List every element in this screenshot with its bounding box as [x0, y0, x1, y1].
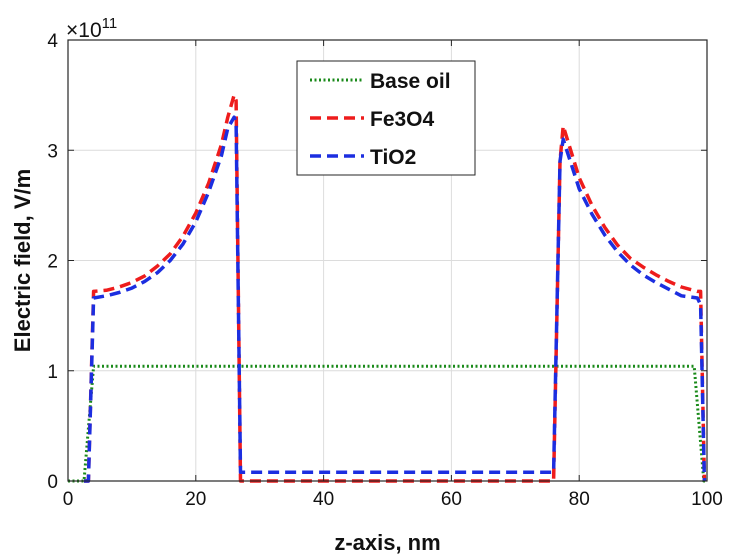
y-axis-multiplier: ×1011 — [66, 15, 117, 42]
legend-box — [296, 60, 476, 176]
x-tick-label: 40 — [313, 489, 334, 510]
y-tick-label: 1 — [47, 362, 58, 383]
x-tick-label: 0 — [63, 489, 74, 510]
x-tick-label: 20 — [185, 489, 206, 510]
y-tick-labels: 0 1 2 3 4 — [47, 31, 58, 493]
y-tick-label: 2 — [47, 252, 58, 273]
x-tick-labels: 0 20 40 60 80 100 — [63, 489, 723, 510]
x-axis-label: z-axis, nm — [334, 530, 440, 555]
y-multiplier-exponent: 11 — [102, 15, 118, 32]
legend: Base oil Fe3O4 TiO2 — [296, 60, 476, 176]
y-multiplier-base: ×10 — [66, 19, 102, 42]
legend-label-tio2: TiO2 — [370, 146, 416, 169]
legend-label-fe3o4: Fe3O4 — [370, 108, 435, 131]
legend-label-base-oil: Base oil — [370, 70, 451, 93]
y-tick-label: 0 — [47, 472, 58, 493]
y-axis-label: Electric field, V/m — [10, 169, 35, 352]
y-tick-label: 3 — [47, 141, 58, 162]
x-tick-label: 100 — [691, 489, 723, 510]
y-tick-label: 4 — [47, 31, 58, 52]
series-line-tio2 — [84, 115, 707, 483]
x-tick-label: 80 — [569, 489, 590, 510]
x-tick-label: 60 — [441, 489, 462, 510]
tick-marks — [67, 39, 708, 482]
